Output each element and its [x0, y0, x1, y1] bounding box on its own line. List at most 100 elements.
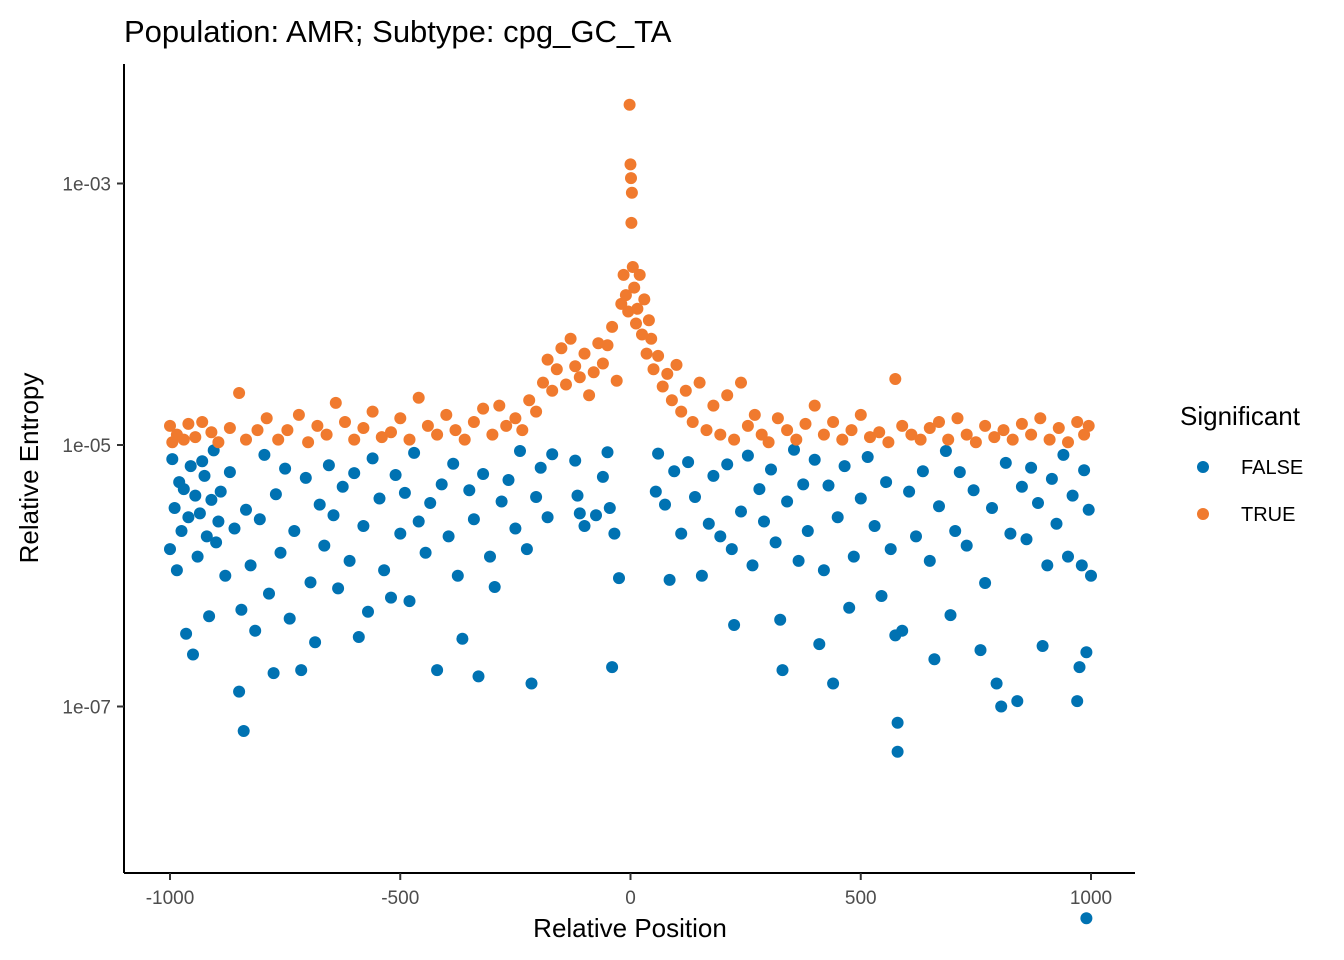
data-point	[375, 431, 388, 444]
data-point	[1078, 464, 1091, 477]
data-point	[571, 489, 584, 502]
data-point	[493, 399, 506, 412]
data-point	[573, 371, 586, 384]
data-point	[1080, 646, 1093, 659]
data-point	[974, 644, 987, 657]
data-point	[748, 408, 761, 421]
data-point	[675, 405, 688, 418]
data-point	[700, 424, 713, 437]
data-point	[431, 664, 444, 677]
data-point	[1015, 417, 1028, 430]
data-point	[1073, 661, 1086, 674]
data-point	[843, 601, 856, 614]
data-point	[182, 417, 195, 430]
data-point	[838, 460, 851, 473]
data-point	[623, 98, 636, 111]
data-point	[1071, 416, 1084, 428]
data-point	[398, 486, 411, 499]
data-point	[279, 462, 292, 475]
data-point	[472, 670, 485, 683]
data-point	[675, 527, 688, 540]
data-point	[394, 527, 407, 540]
data-point	[596, 357, 609, 370]
data-point	[177, 483, 190, 496]
data-point	[776, 664, 789, 677]
data-point	[378, 564, 391, 577]
data-point	[534, 461, 547, 474]
data-point	[164, 419, 176, 432]
data-point	[1006, 433, 1019, 446]
data-point	[175, 525, 188, 537]
data-point	[1015, 480, 1028, 493]
data-point	[988, 431, 1001, 444]
data-point	[237, 725, 250, 737]
data-point	[663, 573, 676, 586]
data-point	[302, 436, 315, 449]
data-point	[514, 445, 526, 457]
data-point	[352, 631, 365, 643]
legend-title: Significant	[1180, 401, 1301, 431]
y-tick-label: 1e-03	[62, 175, 111, 196]
y-tick-label: 1e-05	[62, 436, 111, 457]
legend-key-true	[1197, 508, 1209, 520]
data-point	[689, 491, 701, 503]
data-point	[486, 428, 499, 441]
data-point	[817, 428, 830, 441]
data-point	[180, 627, 193, 640]
data-point	[652, 447, 665, 460]
data-point	[193, 507, 206, 520]
data-point	[659, 498, 671, 511]
data-point	[1020, 533, 1033, 546]
data-point	[203, 610, 216, 623]
data-point	[799, 417, 812, 430]
data-point	[686, 416, 699, 428]
data-point	[882, 436, 895, 449]
data-point	[304, 576, 317, 589]
data-point	[233, 387, 246, 399]
data-point	[656, 380, 669, 393]
data-point	[590, 509, 602, 522]
data-point	[707, 469, 720, 482]
data-point	[449, 424, 462, 437]
data-point	[435, 478, 448, 491]
data-point	[951, 412, 964, 425]
data-point	[714, 530, 727, 543]
data-point	[541, 511, 554, 524]
data-point	[488, 581, 501, 593]
data-point	[625, 172, 637, 185]
data-point	[240, 503, 252, 516]
data-point	[790, 433, 803, 446]
data-point	[477, 468, 490, 480]
data-point	[847, 550, 860, 563]
data-point	[260, 412, 273, 425]
data-point	[394, 412, 407, 425]
data-point	[244, 559, 257, 572]
data-point	[781, 424, 794, 437]
data-point	[642, 314, 655, 327]
data-point	[896, 419, 909, 432]
data-point	[421, 419, 434, 432]
data-point	[939, 445, 952, 457]
data-point	[758, 515, 770, 528]
data-point	[822, 479, 835, 492]
data-point	[495, 495, 508, 508]
data-point	[944, 609, 957, 622]
data-point	[223, 466, 236, 479]
data-point	[288, 525, 301, 537]
data-point	[463, 484, 476, 497]
data-point	[631, 302, 644, 315]
data-point	[219, 569, 232, 582]
x-tick-label: -1000	[146, 888, 195, 909]
data-point	[645, 332, 658, 345]
data-point	[311, 419, 324, 432]
data-point	[630, 317, 642, 330]
data-point	[781, 495, 794, 508]
data-point	[458, 433, 471, 446]
data-point	[861, 451, 874, 463]
data-point	[200, 530, 213, 543]
data-point	[827, 677, 840, 690]
data-point	[442, 530, 455, 543]
data-point	[755, 428, 768, 441]
data-point	[997, 424, 1010, 437]
